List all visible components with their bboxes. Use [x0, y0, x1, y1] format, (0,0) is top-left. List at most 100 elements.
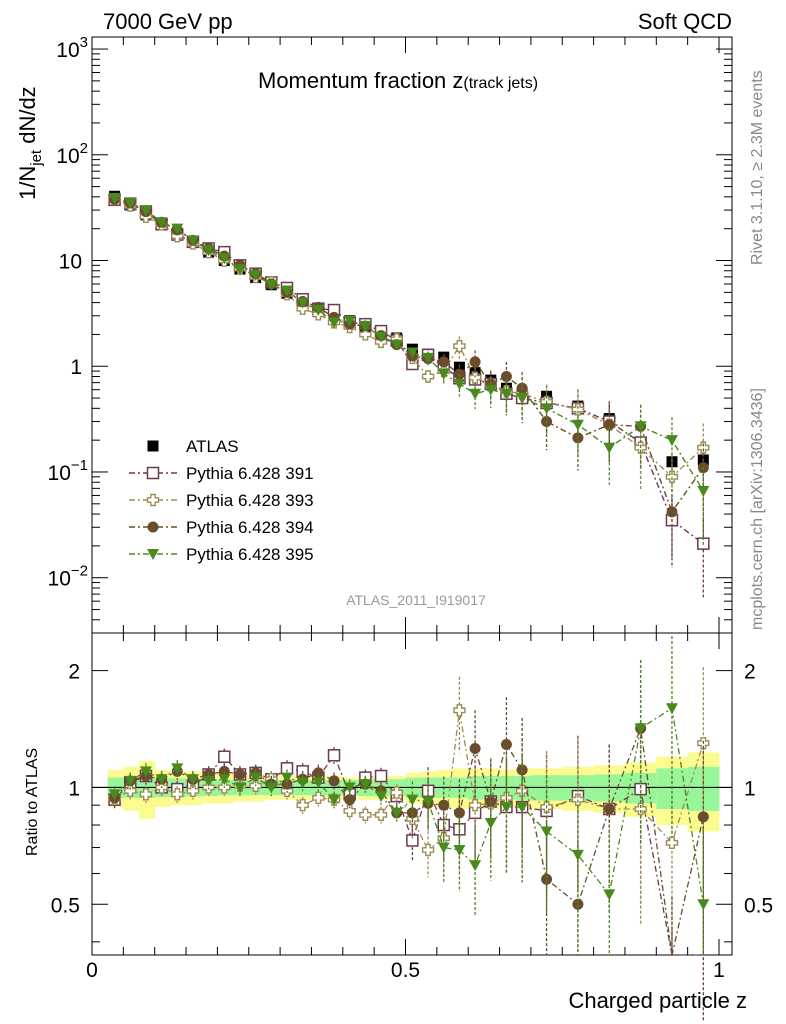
data-point — [265, 279, 278, 291]
data-point — [468, 371, 482, 384]
ratio-data-point — [500, 739, 512, 751]
ratio-data-point — [186, 774, 199, 786]
data-point — [139, 205, 152, 217]
ratio-data-point — [571, 849, 584, 861]
ratio-data-point — [665, 703, 678, 715]
data-point — [328, 317, 341, 329]
ratio-data-point — [312, 767, 324, 779]
x-tick-label: 0.5 — [391, 959, 420, 982]
data-point — [571, 403, 585, 416]
ratio-y-tick-label-right: 1 — [744, 777, 756, 800]
data-point — [186, 235, 199, 247]
series-atlas — [109, 190, 709, 468]
ratio-data-point — [516, 802, 529, 814]
ratio-data-point — [468, 798, 482, 812]
data-point — [124, 197, 137, 209]
main-y-axis-label-tail: dN/dz — [15, 86, 40, 150]
data-point — [634, 421, 647, 433]
data-point — [375, 331, 388, 343]
ratio-series-pythia-6-428-395 — [108, 635, 710, 955]
ratio-data-point — [218, 774, 231, 786]
ratio-data-point — [218, 750, 231, 763]
data-point — [359, 328, 372, 341]
ratio-data-point — [328, 775, 340, 787]
ratio-data-point — [296, 777, 309, 789]
ratio-data-point — [327, 749, 341, 762]
data-point — [500, 388, 513, 400]
data-point — [108, 193, 121, 205]
y-tick-label: 102 — [56, 140, 88, 168]
ratio-data-point — [186, 784, 200, 798]
legend: ATLAS Pythia 6.428 391 Pythia 6.428 393 Pyt… — [129, 437, 314, 564]
data-point — [484, 384, 497, 396]
ratio-y-tick-label-right: 0.5 — [744, 894, 773, 917]
ratio-data-point — [500, 802, 513, 814]
ratio-data-point — [344, 794, 356, 806]
ratio-data-point — [249, 772, 262, 784]
y-tick-label: 10−2 — [48, 563, 88, 591]
y-tick-label: 103 — [56, 34, 88, 62]
data-point — [571, 419, 584, 431]
ratio-data-point — [469, 860, 482, 872]
main-title: Momentum fraction z(track jets) — [258, 68, 538, 93]
data-point — [453, 339, 466, 353]
series-line — [114, 198, 704, 478]
data-point — [665, 435, 678, 447]
x-tick-label: 0 — [86, 959, 98, 982]
ratio-data-point — [296, 798, 309, 812]
y-tick-label-exponent: 3 — [80, 34, 88, 51]
data-point — [666, 506, 678, 518]
ratio-data-point — [453, 807, 465, 819]
ratio-data-point — [422, 796, 435, 808]
legend-label: Pythia 6.428 394 — [186, 518, 314, 537]
ratio-data-point — [328, 794, 341, 806]
ratio-y-tick-label: 1 — [68, 777, 80, 800]
rivet-version-label: Rivet 3.1.10, ≥ 2.3M events — [749, 70, 766, 265]
ratio-data-point — [634, 723, 647, 735]
ratio-data-point — [453, 704, 466, 717]
ratio-data-point — [343, 804, 356, 818]
ratio-data-point — [437, 842, 450, 854]
ratio-data-point — [484, 817, 497, 829]
main-y-axis-label-text: 1/N — [15, 166, 40, 200]
data-point — [469, 388, 482, 400]
y-tick-label: 1 — [70, 356, 82, 379]
data-point — [359, 321, 372, 333]
data-point — [390, 339, 403, 351]
legend-marker — [146, 466, 160, 480]
ratio-data-point — [202, 775, 215, 787]
main-title-subscript: (track jets) — [463, 75, 538, 92]
data-point — [516, 393, 529, 405]
ratio-data-point — [312, 777, 325, 789]
main-title-text: Momentum fraction z — [258, 68, 463, 93]
legend-label: ATLAS — [186, 437, 239, 456]
ratio-data-point — [469, 742, 481, 754]
data-point — [296, 302, 309, 315]
data-point — [540, 403, 553, 415]
ratio-series-line — [114, 753, 704, 956]
legend-marker — [147, 440, 159, 452]
data-point — [249, 269, 262, 281]
ratio-data-point — [234, 768, 246, 780]
data-point — [603, 442, 616, 454]
ratio-data-point — [516, 764, 528, 776]
data-point — [406, 347, 419, 359]
data-point — [171, 223, 184, 235]
ratio-data-point — [603, 803, 615, 815]
y-tick-label-base: 10 — [56, 39, 79, 62]
ratio-data-point — [390, 786, 403, 799]
ratio-data-point — [634, 802, 647, 816]
header-energy-label: 7000 GeV pp — [103, 9, 233, 34]
ratio-data-point — [139, 788, 153, 801]
ratio-y-tick-label-right: 2 — [744, 661, 756, 684]
data-point — [280, 285, 293, 297]
legend-marker — [147, 549, 159, 560]
ratio-data-point — [406, 834, 419, 847]
ratio-data-point — [421, 843, 435, 857]
data-point — [218, 253, 231, 265]
data-point — [603, 419, 615, 431]
legend-marker — [147, 521, 159, 533]
x-tick-label: 1 — [713, 959, 725, 982]
